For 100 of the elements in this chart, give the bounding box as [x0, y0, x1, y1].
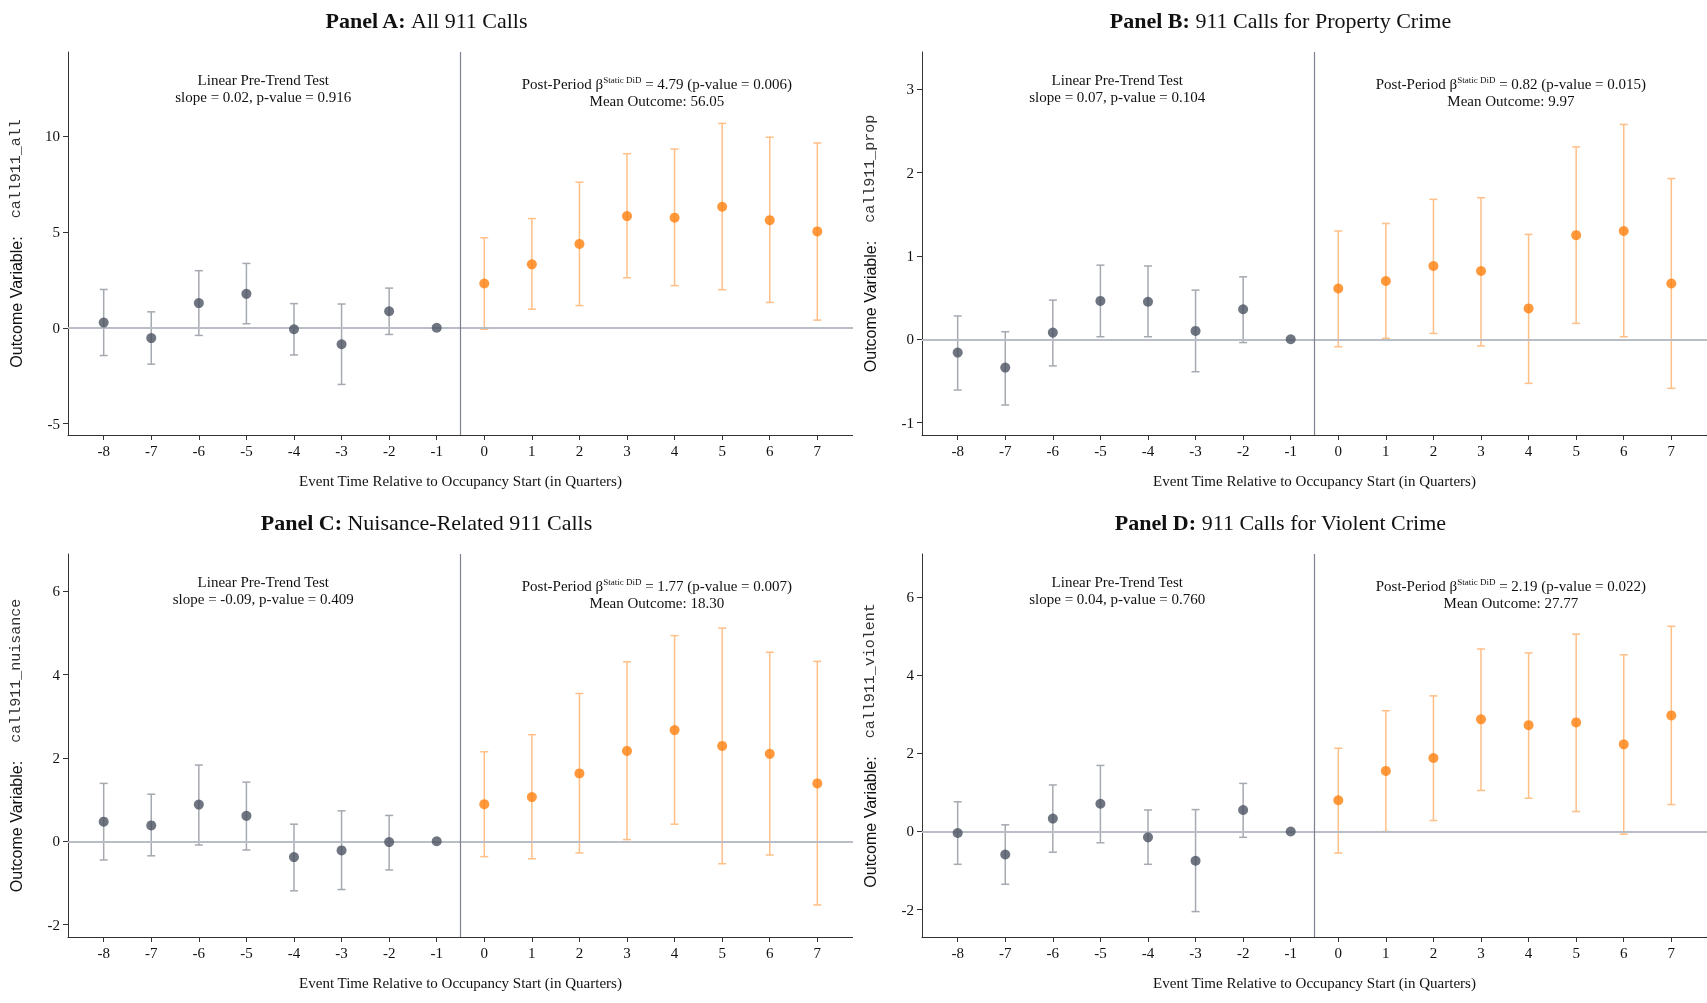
point [1428, 260, 1439, 271]
point [289, 852, 299, 863]
y-tick-label: 0 [906, 823, 914, 840]
point [336, 339, 347, 350]
point [574, 768, 585, 779]
point [479, 278, 490, 289]
y-axis-title: Outcome Variable: call911_all [7, 119, 25, 368]
y-tick-label: 5 [52, 224, 60, 241]
point [1380, 765, 1391, 776]
point [952, 347, 963, 358]
point [1618, 739, 1629, 750]
point [1000, 362, 1011, 373]
y-tick-label: -2 [47, 916, 60, 933]
annotation: Post-Period β$^{Static DiD}$ = 0.82 (p-value = 0.015) Mean Outcome: 9.97 [1375, 74, 1647, 110]
annotation: Post-Period β$^{Static DiD}$ = 1.77 (p-value = 0.007) Mean Outcome: 18.30 [521, 576, 793, 612]
annotation: Linear Pre-Trend Test slope = 0.04, p-value = 0.760 [1029, 574, 1206, 608]
point [1095, 798, 1106, 809]
point [1476, 265, 1487, 276]
x-tick-label: -2 [382, 442, 396, 459]
point [952, 828, 963, 839]
y-tick-label: 4 [906, 667, 915, 684]
chart-title: Panel A: All 911 Calls [325, 7, 528, 33]
x-tick-label: 0 [480, 944, 489, 961]
y-axis-title: Outcome Variable: call911_prop [861, 114, 879, 373]
point [193, 799, 204, 810]
x-tick-label: 3 [1477, 442, 1485, 459]
x-tick-label: 6 [1619, 944, 1628, 961]
point [241, 810, 252, 821]
x-tick-label: -1 [1284, 442, 1297, 459]
point [1666, 278, 1677, 289]
point [336, 845, 347, 856]
x-tick-label: 7 [1667, 944, 1676, 961]
x-tick-label: -5 [1094, 944, 1107, 961]
x-tick-label: -6 [1046, 442, 1060, 459]
x-tick-label: 6 [765, 944, 774, 961]
point [1238, 804, 1249, 815]
point [289, 324, 299, 335]
x-tick-label: -1 [430, 944, 443, 961]
point [1523, 303, 1534, 314]
point [431, 836, 442, 847]
x-tick-label: -5 [240, 442, 253, 459]
y-tick-label: 1 [906, 247, 914, 264]
point [1238, 304, 1249, 315]
point [1190, 325, 1201, 336]
point [1333, 283, 1344, 294]
y-tick-label: -1 [901, 414, 914, 431]
point [1285, 826, 1296, 837]
x-tick-label: 5 [1572, 944, 1580, 961]
x-tick-label: 1 [528, 442, 536, 459]
x-tick-label: 4 [1524, 944, 1533, 961]
point [1143, 296, 1153, 307]
x-axis-title: Event Time Relative to Occupancy Start (in Quarters) [1153, 472, 1476, 490]
point [479, 799, 490, 810]
point [1571, 717, 1582, 728]
y-tick-label: -5 [47, 415, 60, 432]
x-tick-label: 5 [718, 944, 726, 961]
point [384, 837, 395, 848]
point [1571, 230, 1582, 241]
point [717, 201, 728, 212]
y-axis-title: Outcome Variable: call911_nuisance [7, 598, 25, 893]
point [1047, 327, 1058, 338]
point [717, 740, 728, 751]
x-tick-label: 6 [1619, 442, 1628, 459]
x-tick-label: 6 [765, 442, 774, 459]
chart-title: Panel C: Nuisance-Related 911 Calls [260, 509, 593, 535]
x-tick-label: 1 [528, 944, 536, 961]
point [1285, 334, 1296, 345]
y-tick-label: 0 [906, 331, 914, 348]
point [1333, 795, 1344, 806]
x-tick-label: -4 [287, 442, 301, 459]
x-tick-label: 7 [813, 442, 822, 459]
point [669, 212, 680, 223]
x-axis-title: Event Time Relative to Occupancy Start (in Quarters) [299, 472, 622, 490]
x-tick-label: -7 [999, 442, 1012, 459]
y-tick-label: 0 [52, 833, 60, 850]
x-tick-label: 2 [575, 442, 584, 459]
chart-title: Panel D: 911 Calls for Violent Crime [1114, 509, 1447, 535]
y-tick-label: 3 [906, 81, 914, 98]
annotation: Linear Pre-Trend Test slope = 0.07, p-value = 0.104 [1029, 72, 1206, 106]
x-tick-label: 5 [718, 442, 726, 459]
point [1000, 849, 1011, 860]
x-tick-label: 0 [1334, 944, 1343, 961]
x-tick-label: -2 [1236, 944, 1250, 961]
y-tick-label: -2 [901, 901, 914, 918]
y-tick-label: 6 [52, 583, 61, 600]
point [1523, 720, 1534, 731]
x-tick-label: -6 [192, 442, 206, 459]
point [812, 778, 823, 789]
y-tick-label: 2 [52, 749, 60, 766]
point [526, 259, 537, 270]
point [1428, 753, 1439, 763]
x-tick-label: -8 [97, 944, 110, 961]
x-tick-label: 2 [1429, 944, 1438, 961]
x-tick-label: -3 [335, 944, 348, 961]
x-tick-label: -5 [240, 944, 253, 961]
x-tick-label: -1 [1284, 944, 1297, 961]
x-tick-label: -3 [1189, 944, 1202, 961]
y-tick-label: 4 [52, 666, 61, 683]
point [98, 317, 109, 328]
point [1476, 714, 1487, 725]
